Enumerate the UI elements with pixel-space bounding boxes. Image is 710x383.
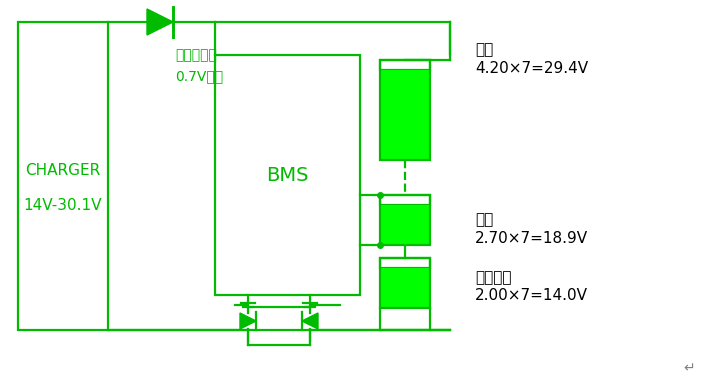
Bar xyxy=(380,258,430,308)
Bar xyxy=(380,258,430,268)
Bar xyxy=(380,60,430,160)
Bar xyxy=(215,55,360,295)
Text: 14V-30.1V: 14V-30.1V xyxy=(23,198,102,213)
Bar xyxy=(380,268,430,308)
Bar xyxy=(380,195,430,205)
Polygon shape xyxy=(302,313,318,329)
Bar xyxy=(380,70,430,160)
Text: ↵: ↵ xyxy=(683,361,695,375)
Text: 4.20×7=29.4V: 4.20×7=29.4V xyxy=(475,61,588,75)
Polygon shape xyxy=(147,9,173,35)
Bar xyxy=(380,195,430,245)
Text: 馈电: 馈电 xyxy=(475,213,493,228)
Text: CHARGER: CHARGER xyxy=(26,162,101,177)
Text: 满电: 满电 xyxy=(475,43,493,57)
Text: 2.70×7=18.9V: 2.70×7=18.9V xyxy=(475,231,588,246)
Bar xyxy=(18,22,108,330)
Text: BMS: BMS xyxy=(266,165,309,185)
Text: 0.7V压降: 0.7V压降 xyxy=(175,69,223,83)
Text: 2.00×7=14.0V: 2.00×7=14.0V xyxy=(475,288,588,303)
Text: 深度馈电: 深度馈电 xyxy=(475,270,511,285)
Bar xyxy=(380,205,430,245)
Polygon shape xyxy=(240,313,256,329)
Bar xyxy=(380,60,430,70)
Text: 防反肖特基: 防反肖特基 xyxy=(175,48,217,62)
